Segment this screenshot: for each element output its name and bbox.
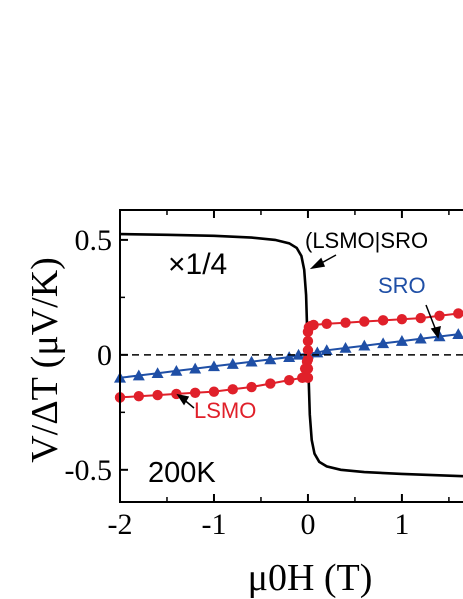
temperature-annotation: 200K bbox=[148, 457, 216, 489]
data-point bbox=[339, 341, 352, 353]
data-point bbox=[302, 345, 314, 356]
data-point bbox=[207, 360, 220, 372]
data-point bbox=[302, 335, 314, 347]
data-point bbox=[264, 353, 277, 365]
data-point bbox=[396, 314, 408, 325]
data-point bbox=[433, 330, 446, 342]
data-point bbox=[227, 384, 238, 395]
annotation-arrows bbox=[176, 254, 441, 409]
data-point bbox=[246, 381, 257, 393]
y-tick-label: 0.5 bbox=[75, 224, 113, 257]
arrow-lsmo-sro-head bbox=[309, 257, 326, 270]
y-tick-label: 0 bbox=[97, 339, 112, 372]
data-point bbox=[340, 317, 351, 328]
data-point bbox=[151, 367, 164, 379]
y-axis-label: V/ΔT (μV/K) bbox=[24, 257, 66, 463]
data-point bbox=[292, 348, 305, 360]
data-point bbox=[434, 310, 445, 321]
data-point bbox=[377, 337, 390, 349]
plot-frame bbox=[119, 209, 463, 503]
data-point bbox=[132, 369, 145, 381]
data-point bbox=[189, 362, 202, 374]
arrow-sro-head bbox=[430, 325, 441, 339]
data-point bbox=[170, 364, 183, 376]
data-point bbox=[308, 319, 319, 331]
series-circle bbox=[114, 308, 463, 403]
data-point bbox=[302, 363, 314, 374]
data-point bbox=[414, 332, 427, 344]
data-point bbox=[302, 372, 314, 384]
x-tick-label: -2 bbox=[108, 508, 133, 541]
data-point bbox=[208, 386, 220, 397]
data-point bbox=[226, 358, 239, 369]
data-point bbox=[283, 374, 295, 386]
data-point bbox=[415, 312, 426, 324]
x-tick-label: -1 bbox=[201, 508, 226, 541]
data-point bbox=[395, 335, 408, 346]
data-point bbox=[321, 318, 332, 330]
x-tick-label: 0 bbox=[300, 508, 315, 541]
data-point bbox=[377, 315, 389, 326]
x-tick-label: 1 bbox=[394, 508, 409, 541]
axis-ticks: -2 -1 0 1 0.5 0 -0.5 bbox=[65, 210, 450, 541]
axes-box bbox=[119, 209, 463, 503]
data-point bbox=[283, 351, 296, 362]
series-label-lsmo-sro: (LSMO|SRO bbox=[305, 228, 428, 253]
y-tick-label: -0.5 bbox=[65, 454, 113, 487]
data-point bbox=[265, 378, 276, 389]
data-point bbox=[359, 316, 370, 327]
series-label-sro: SRO bbox=[378, 273, 426, 298]
data-point bbox=[302, 354, 314, 365]
data-point bbox=[245, 355, 258, 367]
scale-annotation: ×1/4 bbox=[168, 248, 227, 281]
data-point bbox=[358, 339, 371, 351]
data-point bbox=[453, 308, 463, 319]
data-point bbox=[133, 391, 144, 402]
x-axis-label: μ0H (T) bbox=[248, 557, 373, 599]
data-point bbox=[152, 389, 163, 401]
data-point bbox=[189, 387, 201, 398]
arrow-lsmo-head bbox=[176, 393, 190, 406]
data-point bbox=[452, 328, 463, 339]
series-label-lsmo: LSMO bbox=[194, 398, 256, 423]
data-point bbox=[320, 344, 333, 356]
series-layer bbox=[114, 232, 463, 478]
